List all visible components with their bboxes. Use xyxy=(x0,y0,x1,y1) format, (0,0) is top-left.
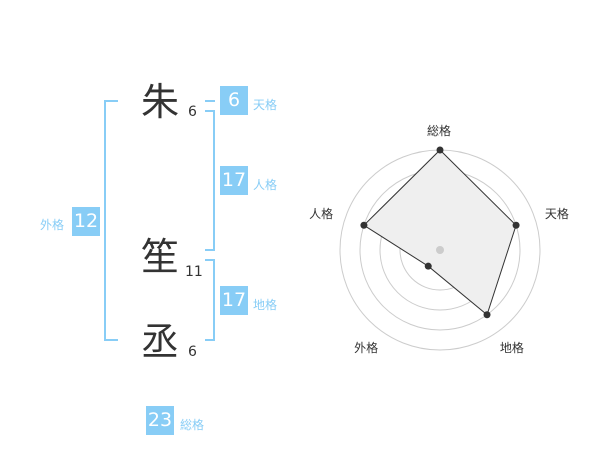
name-char-2: 笙 xyxy=(140,235,179,279)
name-char-3: 丞 xyxy=(140,320,179,364)
soukaku-label: 総格 xyxy=(180,418,205,432)
stroke-count-1: 6 xyxy=(188,104,197,120)
radar-point xyxy=(512,221,520,229)
radar-point xyxy=(436,146,444,154)
chikaku-label: 地格 xyxy=(253,298,278,312)
tenkaku-value: 6 xyxy=(220,86,248,115)
radar-axis-label: 地格 xyxy=(499,341,524,356)
radar-axis-label: 総格 xyxy=(427,124,452,138)
stroke-count-2: 11 xyxy=(185,264,203,280)
tenkaku-connector xyxy=(205,100,215,102)
stroke-count-3: 6 xyxy=(188,344,197,360)
radar-point xyxy=(424,262,432,270)
radar-point xyxy=(360,221,368,229)
gaikaku-value: 12 xyxy=(72,207,100,236)
radar-axis-label: 人格 xyxy=(309,206,334,221)
tenkaku-label: 天格 xyxy=(253,98,278,112)
name-char-1: 朱 xyxy=(140,80,179,124)
jinkaku-label: 人格 xyxy=(253,178,278,192)
radar-center xyxy=(436,246,444,254)
radar-axis-label: 天格 xyxy=(544,206,569,221)
soukaku-value: 23 xyxy=(146,406,174,435)
radar-area xyxy=(363,149,517,316)
chikaku-value: 17 xyxy=(220,286,248,315)
jinkaku-value: 17 xyxy=(220,166,248,195)
radar-point xyxy=(483,311,491,319)
radar-axis-label: 外格 xyxy=(354,341,379,356)
gaikaku-label: 外格 xyxy=(40,218,65,232)
